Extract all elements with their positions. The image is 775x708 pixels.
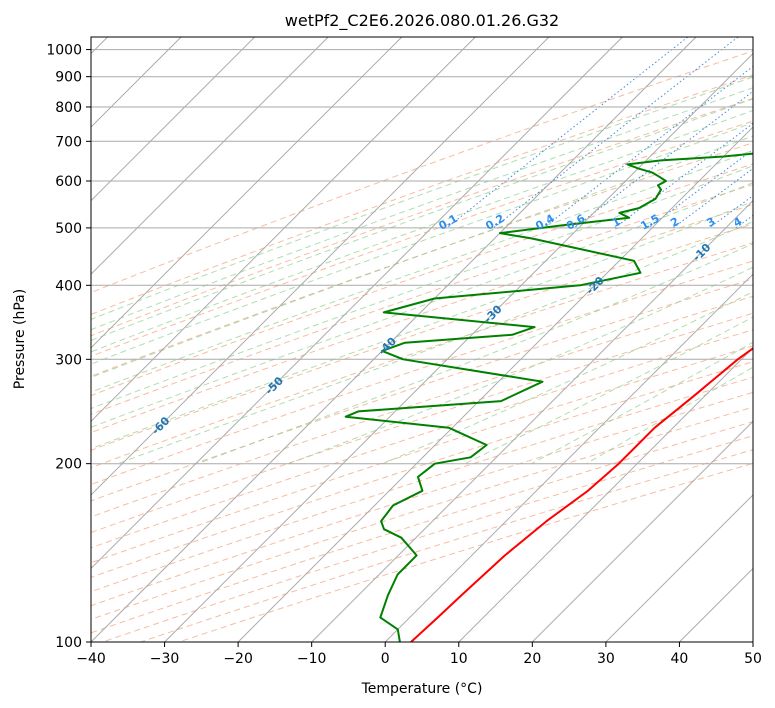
dry-adiabat [91, 278, 753, 502]
isotherm [458, 347, 753, 642]
moist-adiabat [91, 200, 753, 450]
gridlines [91, 37, 753, 642]
isotherm [311, 199, 753, 642]
moist-adiabat [91, 109, 753, 353]
dry-adiabat [91, 74, 753, 316]
y-tick-label: 700 [55, 134, 82, 150]
isotherm [91, 37, 256, 202]
x-axis-title: Temperature (°C) [361, 681, 483, 697]
y-tick-label: 100 [55, 635, 82, 651]
y-tick-label: 500 [55, 221, 82, 237]
mixing-ratio-line [543, 65, 753, 229]
mixing-ratio-line [672, 167, 753, 229]
moist-adiabat [91, 182, 753, 428]
dry-adiabat [91, 50, 753, 294]
y-tick-label: 200 [55, 457, 82, 473]
y-tick-label: 300 [55, 352, 82, 368]
y-tick-label: 600 [55, 174, 82, 190]
y-tick-label: 900 [55, 70, 82, 86]
chart-title: wetPf2_C2E6.2026.080.01.26.G32 [285, 11, 559, 31]
moist-adiabat [91, 135, 753, 378]
x-tick-label: 30 [597, 651, 615, 667]
dry-adiabat [91, 142, 753, 377]
isotherm [91, 37, 697, 642]
plot-frame [90, 36, 754, 643]
dry-adiabat [91, 329, 753, 549]
dry-adiabat [91, 163, 753, 397]
moist-adiabat [464, 316, 753, 465]
moist-adiabat [382, 291, 753, 465]
isotherm [605, 494, 753, 642]
plot-area [91, 37, 753, 642]
isotherm [91, 37, 623, 570]
moist-adiabat [91, 149, 753, 393]
y-tick-label: 400 [55, 278, 82, 294]
y-axis: 100 200 300 400 500 600 700 800 900 1000 [46, 43, 91, 651]
moist-adiabat [91, 87, 753, 331]
x-axis: −40 −30 −20 −10 0 10 20 30 40 50 [76, 642, 762, 667]
x-tick-label: 50 [744, 651, 762, 667]
x-tick-label: −20 [223, 651, 253, 667]
moist-adiabat [197, 243, 753, 465]
temperature-line [410, 347, 753, 642]
dry-adiabat [91, 97, 753, 337]
x-tick-label: 20 [523, 651, 541, 667]
dry-adiabat [91, 223, 753, 451]
y-tick-label: 1000 [46, 43, 82, 59]
x-tick-label: 40 [671, 651, 689, 667]
isotherm [91, 37, 403, 349]
moist-adiabat [91, 76, 753, 320]
isotherm [164, 52, 753, 642]
dry-adiabat [91, 361, 753, 578]
x-tick-label: −10 [297, 651, 327, 667]
x-tick-label: −40 [76, 651, 106, 667]
x-tick-label: 10 [450, 651, 468, 667]
dewpoint-line [344, 152, 753, 642]
isotherm [91, 37, 550, 496]
x-tick-label: 0 [381, 651, 390, 667]
background-guides [91, 37, 753, 642]
dry-adiabat [91, 376, 753, 593]
mixing-ratio-line [573, 90, 753, 229]
isotherm [531, 420, 753, 642]
isotherm [384, 273, 753, 642]
moist-adiabat [91, 122, 753, 365]
isotherm [91, 37, 476, 423]
y-axis-title: Pressure (hPa) [12, 289, 28, 389]
moist-adiabat [91, 165, 753, 410]
isotherm [237, 126, 753, 642]
y-tick-label: 800 [55, 100, 82, 116]
x-tick-label: −30 [150, 651, 180, 667]
isotherm [91, 37, 329, 275]
profile-lines [344, 152, 753, 642]
dry-adiabat [91, 242, 753, 469]
moist-adiabat [91, 98, 753, 342]
